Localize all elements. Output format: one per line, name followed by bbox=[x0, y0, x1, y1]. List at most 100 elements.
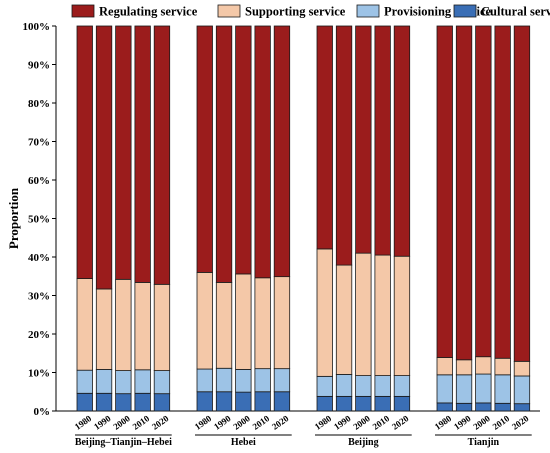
legend-item: Regulating service bbox=[71, 4, 198, 19]
bar-group bbox=[436, 25, 531, 412]
bar-segment bbox=[393, 25, 411, 257]
bar-segment bbox=[235, 273, 252, 370]
legend-label: Supporting service bbox=[245, 5, 346, 19]
bar-segment bbox=[95, 25, 113, 290]
bar-segment bbox=[316, 25, 333, 250]
y-tick-label: 70% bbox=[28, 137, 50, 149]
year-tick-label: 2010 bbox=[491, 413, 512, 432]
bar-segment bbox=[153, 283, 171, 371]
bar-segment bbox=[355, 25, 372, 254]
year-tick-label: 2000 bbox=[471, 413, 492, 432]
bar-segment bbox=[215, 391, 233, 412]
bar-segment bbox=[153, 370, 171, 395]
bar-segment bbox=[153, 393, 171, 412]
y-tick-label: 50% bbox=[28, 214, 50, 226]
year-tick-label: 1980 bbox=[193, 413, 214, 432]
year-tick-label: 2020 bbox=[270, 413, 291, 432]
legend-swatch bbox=[71, 4, 95, 18]
year-tick-label: 1980 bbox=[313, 413, 334, 432]
bars bbox=[76, 25, 531, 412]
bar-segment bbox=[76, 369, 93, 394]
bar-segment bbox=[235, 25, 252, 275]
bar-segment bbox=[513, 403, 531, 412]
bar-segment bbox=[393, 255, 411, 376]
bar-group bbox=[316, 25, 411, 412]
bar-segment bbox=[475, 373, 492, 404]
bar-segment bbox=[494, 25, 511, 359]
bar-segment bbox=[273, 25, 291, 278]
bar-segment bbox=[316, 395, 333, 412]
bar-segment bbox=[475, 25, 492, 358]
bar-segment bbox=[355, 375, 372, 397]
y-tick-label: 0% bbox=[34, 406, 51, 418]
bar-segment bbox=[335, 374, 353, 397]
year-tick-label: 2020 bbox=[150, 413, 171, 432]
bar-segment bbox=[335, 264, 353, 375]
bar-segment bbox=[153, 25, 171, 285]
y-axis: 0% 10% 20% 30% 40% 50% 60% 70% 80% 90% 100% bbox=[23, 21, 540, 418]
bar-segment bbox=[455, 374, 473, 404]
bar-segment bbox=[494, 374, 511, 404]
bar-segment bbox=[436, 357, 453, 376]
group-label: Hebei bbox=[231, 437, 256, 448]
y-tick-label: 20% bbox=[28, 329, 50, 341]
bar-segment bbox=[254, 368, 271, 393]
bar-segment bbox=[316, 375, 333, 397]
y-tick-label: 10% bbox=[28, 368, 50, 380]
year-tick-label: 2010 bbox=[371, 413, 392, 432]
bar-segment bbox=[436, 374, 453, 404]
y-tick-label: 90% bbox=[28, 60, 50, 72]
legend-item: Cultural service bbox=[453, 4, 550, 19]
bar-segment bbox=[215, 282, 233, 369]
bar-segment bbox=[196, 391, 213, 412]
bar-segment bbox=[393, 375, 411, 397]
bar-segment bbox=[254, 391, 271, 412]
legend-swatch bbox=[356, 4, 380, 18]
bar-segment bbox=[513, 360, 531, 377]
bar-segment bbox=[134, 369, 151, 394]
legend-item: Supporting service bbox=[217, 5, 346, 19]
year-tick-label: 2010 bbox=[131, 413, 152, 432]
y-tick-label: 100% bbox=[23, 21, 51, 33]
y-tick-label: 80% bbox=[28, 98, 50, 110]
bar-segment bbox=[254, 25, 271, 279]
bar-segment bbox=[273, 276, 291, 370]
bar-segment bbox=[115, 370, 132, 395]
legend-swatch bbox=[453, 4, 477, 18]
year-tick-label: 2000 bbox=[231, 413, 252, 432]
bar-segment bbox=[95, 392, 113, 412]
bar-segment bbox=[335, 25, 353, 266]
year-tick-label: 2000 bbox=[111, 413, 132, 432]
bar-segment bbox=[494, 402, 511, 412]
year-tick-label: 2020 bbox=[510, 413, 531, 432]
year-tick-label: 1990 bbox=[332, 413, 353, 432]
bar-segment bbox=[393, 395, 411, 412]
bar-segment bbox=[273, 391, 291, 412]
bar-segment bbox=[513, 375, 531, 405]
legend-label: Cultural service bbox=[481, 5, 550, 19]
bar-segment bbox=[215, 25, 233, 283]
group-label: Beijing–Tianjin–Hebei bbox=[75, 437, 172, 448]
bar-segment bbox=[76, 25, 93, 279]
bar-segment bbox=[355, 395, 372, 412]
x-axis: 19801990200020102020Beijing–Tianjin–Hebe… bbox=[73, 413, 532, 448]
year-tick-label: 1980 bbox=[73, 413, 94, 432]
year-tick-label: 1990 bbox=[452, 413, 473, 432]
bar-group bbox=[196, 25, 291, 412]
y-tick-label: 30% bbox=[28, 291, 50, 303]
bar-segment bbox=[355, 252, 372, 376]
bar-segment bbox=[436, 402, 453, 412]
bar-segment bbox=[196, 271, 213, 370]
bar-segment bbox=[115, 393, 132, 412]
bar-segment bbox=[475, 402, 492, 412]
bar-segment bbox=[455, 25, 473, 361]
bar-segment bbox=[513, 25, 531, 362]
bar-segment bbox=[316, 248, 333, 377]
bar-segment bbox=[273, 368, 291, 393]
y-axis-title: Proportion bbox=[6, 187, 21, 249]
bar-segment bbox=[134, 282, 151, 371]
bar-segment bbox=[115, 25, 132, 280]
bar-segment bbox=[455, 402, 473, 412]
year-tick-label: 1990 bbox=[212, 413, 233, 432]
bar-segment bbox=[235, 369, 252, 393]
